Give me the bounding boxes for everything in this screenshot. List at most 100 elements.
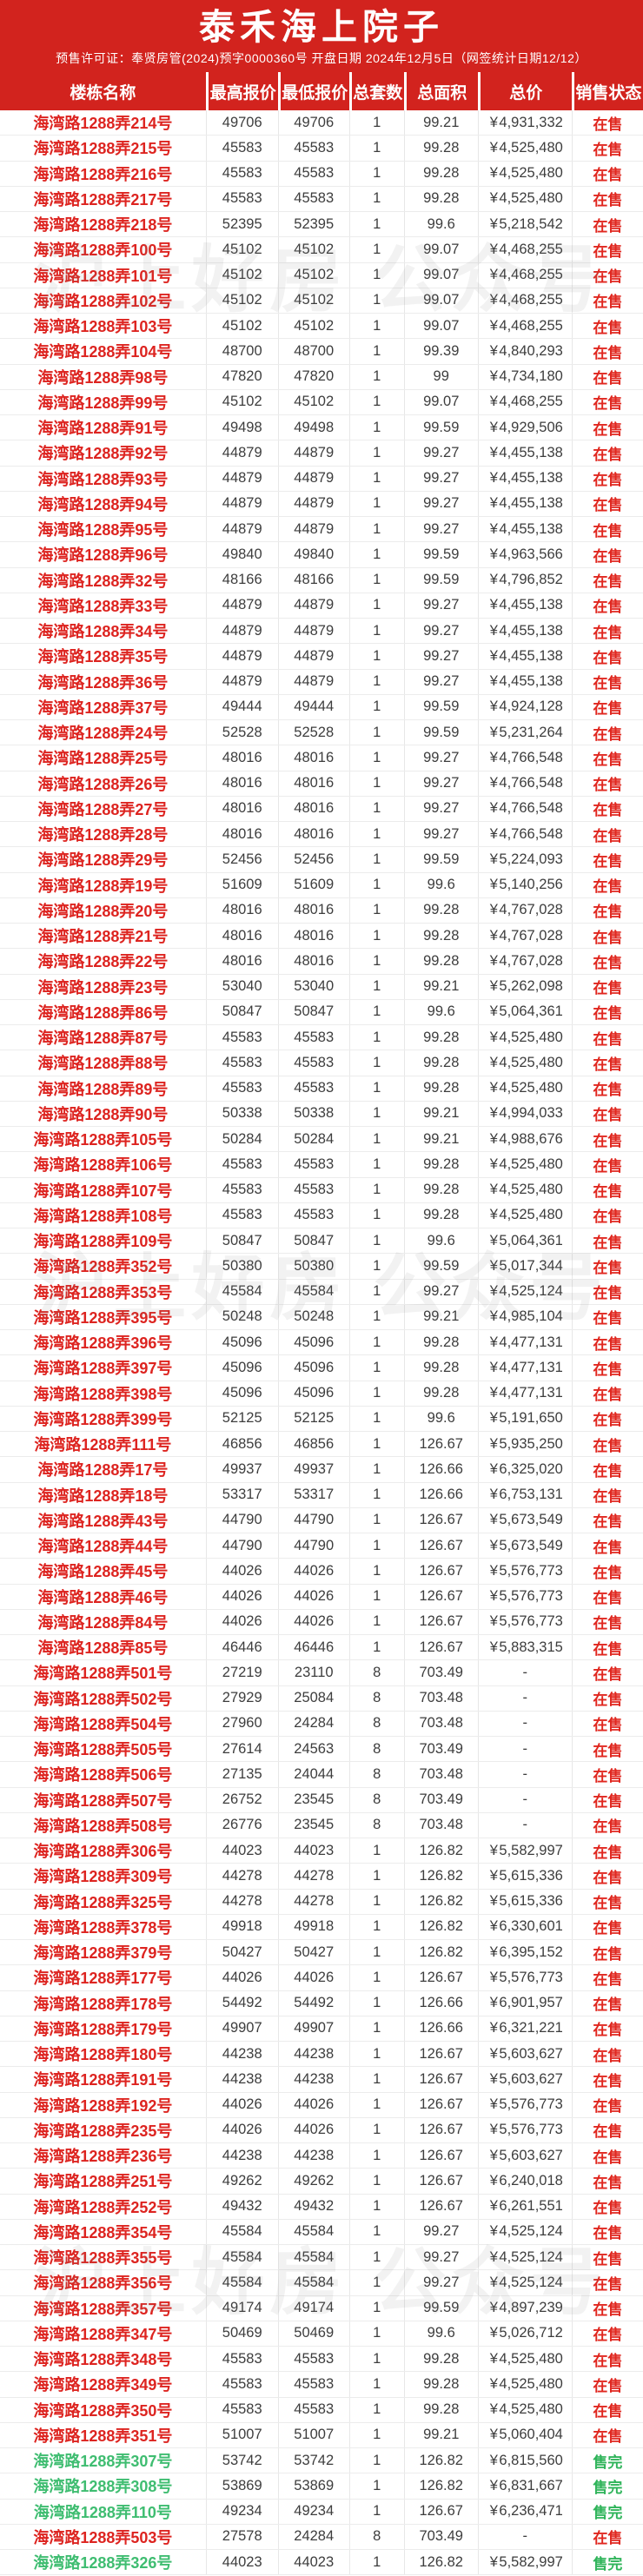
building-name: 海湾路1288弄309号: [33, 1868, 173, 1886]
total-area: 99.28: [403, 1381, 478, 1406]
unit-count: 8: [348, 1660, 404, 1685]
total-price: ¥ 4,525,480: [477, 136, 572, 161]
max-price: 53742: [205, 2448, 278, 2473]
sales-status: 在售: [571, 897, 643, 923]
total-price: ¥ 4,525,480: [477, 186, 572, 211]
total-price: ¥ 4,525,480: [477, 1177, 572, 1202]
total-price: ¥ 4,468,255: [477, 389, 572, 414]
yen-symbol: ¥: [489, 2070, 498, 2087]
total-price-amount: 6,236,471: [499, 2503, 563, 2520]
total-price: ¥ 4,734,180: [477, 364, 572, 389]
unit-count: 1: [348, 619, 404, 644]
total-price: ¥ 4,477,131: [477, 1381, 572, 1406]
sales-status: 在售: [571, 491, 643, 516]
sales-status: 在售: [571, 1101, 643, 1126]
total-area: 99.59: [403, 694, 478, 719]
sales-status: 在售: [571, 1076, 643, 1101]
max-price: 44026: [205, 2117, 278, 2142]
total-price: ¥ 5,576,773: [477, 2092, 572, 2117]
total-price-amount: -: [522, 1791, 528, 1808]
min-price: 24563: [277, 1737, 349, 1762]
table-row: 海湾路1288弄354号 45584 45584 1 99.27 ¥ 4,525…: [0, 2219, 643, 2245]
total-price: ¥ 4,994,033: [477, 1101, 572, 1126]
max-price: 50284: [205, 1127, 278, 1152]
min-price: 48166: [277, 567, 349, 593]
max-price: 44023: [205, 1838, 278, 1864]
sales-status: 在售: [571, 2067, 643, 2092]
total-price: ¥ 5,191,650: [477, 1406, 572, 1431]
building-name: 海湾路1288弄218号: [33, 216, 173, 235]
total-area: 99.07: [403, 262, 478, 288]
sales-status: 在售: [571, 745, 643, 771]
unit-count: 1: [348, 872, 404, 897]
sales-status: 在售: [571, 1152, 643, 1177]
unit-count: 1: [348, 1355, 404, 1381]
yen-symbol: ¥: [489, 342, 498, 359]
col-header-unit-count: 总套数: [348, 72, 404, 110]
total-price-amount: 6,831,667: [499, 2477, 563, 2493]
table-row: 海湾路1288弄29号 52456 52456 1 99.59 ¥ 5,224,…: [0, 847, 643, 873]
total-area: 99.28: [403, 2372, 478, 2397]
col-header-max-price: 最高报价: [205, 72, 278, 110]
total-price: ¥ 4,455,138: [477, 619, 572, 644]
total-price: ¥ 6,325,020: [477, 1457, 572, 1482]
sales-status: 在售: [571, 1685, 643, 1711]
max-price: 45583: [205, 1152, 278, 1177]
total-price: ¥ 5,883,315: [477, 1635, 572, 1660]
total-price: ¥ 5,218,542: [477, 212, 572, 237]
sales-status: 在售: [571, 1177, 643, 1202]
yen-symbol: ¥: [489, 647, 498, 664]
yen-symbol: ¥: [489, 927, 498, 944]
min-price: 49706: [277, 110, 349, 136]
col-header-building-name: 楼栋名称: [70, 83, 136, 103]
building-name: 海湾路1288弄505号: [33, 1741, 173, 1759]
total-price: ¥ 5,140,256: [477, 872, 572, 897]
max-price: 27135: [205, 1762, 278, 1787]
total-price-amount: 4,477,131: [499, 1359, 563, 1375]
table-row: 海湾路1288弄356号 45584 45584 1 99.27 ¥ 4,525…: [0, 2270, 643, 2296]
total-area: 126.82: [403, 1838, 478, 1864]
max-price: 27929: [205, 1685, 278, 1711]
total-area: 99.28: [403, 186, 478, 211]
sales-status: 在售: [571, 1737, 643, 1762]
total-price: ¥ 5,615,336: [477, 1889, 572, 1914]
building-name: 海湾路1288弄84号: [37, 1613, 169, 1632]
yen-symbol: ¥: [489, 114, 498, 130]
yen-symbol: ¥: [489, 1359, 498, 1375]
table-row: 海湾路1288弄91号 49498 49498 1 99.59 ¥ 4,929,…: [0, 415, 643, 441]
table-row: 海湾路1288弄357号 49174 49174 1 99.59 ¥ 4,897…: [0, 2295, 643, 2321]
min-price: 24284: [277, 1711, 349, 1736]
sales-status: 在售: [571, 1254, 643, 1279]
total-area: 126.67: [403, 2117, 478, 2142]
unit-count: 1: [348, 720, 404, 745]
table-row: 海湾路1288弄235号 44026 44026 1 126.67 ¥ 5,57…: [0, 2117, 643, 2143]
total-price-amount: 4,525,124: [499, 1283, 563, 1300]
table-row: 海湾路1288弄103号 45102 45102 1 99.07 ¥ 4,468…: [0, 314, 643, 340]
table-row: 海湾路1288弄34号 44879 44879 1 99.27 ¥ 4,455,…: [0, 619, 643, 645]
unit-count: 1: [348, 364, 404, 389]
table-row: 海湾路1288弄379号 50427 50427 1 126.82 ¥ 6,39…: [0, 1940, 643, 1966]
total-price-amount: 4,988,676: [499, 1130, 563, 1147]
yen-symbol: ¥: [489, 1257, 498, 1274]
yen-symbol: ¥: [489, 902, 498, 918]
unit-count: 1: [348, 567, 404, 593]
total-area: 99.27: [403, 593, 478, 618]
total-price-amount: 4,985,104: [499, 1308, 563, 1325]
total-price-amount: 4,525,480: [499, 139, 563, 156]
sales-status: 售完: [571, 2448, 643, 2473]
total-price: ¥ 4,525,480: [477, 1202, 572, 1228]
max-price: 45584: [205, 2245, 278, 2270]
total-price-amount: 5,603,627: [499, 2045, 563, 2062]
yen-symbol: ¥: [489, 2427, 498, 2443]
table-row: 海湾路1288弄502号 27929 25084 8 703.48 - 在售: [0, 1685, 643, 1712]
total-price: ¥ 6,831,667: [477, 2473, 572, 2499]
table-row: 海湾路1288弄351号 51007 51007 1 99.21 ¥ 5,060…: [0, 2422, 643, 2448]
table-row: 海湾路1288弄179号 49907 49907 1 126.66 ¥ 6,32…: [0, 2016, 643, 2042]
table-row: 海湾路1288弄507号 26752 23545 8 703.49 - 在售: [0, 1787, 643, 1813]
total-price-amount: 4,525,480: [499, 165, 563, 182]
unit-count: 1: [348, 262, 404, 288]
building-name: 海湾路1288弄108号: [33, 1207, 173, 1225]
total-area: 99.28: [403, 1355, 478, 1381]
min-price: 44790: [277, 1533, 349, 1559]
sales-status: 在售: [571, 2042, 643, 2067]
